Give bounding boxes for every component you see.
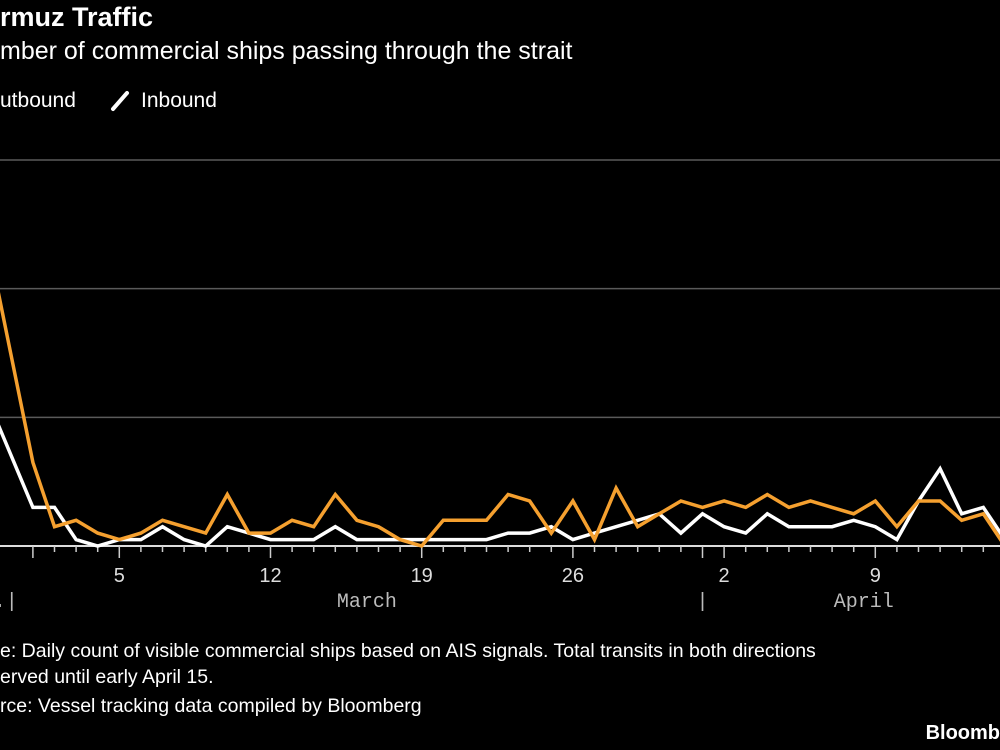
footnote-line-1: e: Daily count of visible commercial shi… xyxy=(0,640,816,662)
x-month-label: eb.| xyxy=(0,591,18,614)
line-chart: 5 12 19 26 2 9 eb.| March | April xyxy=(0,159,1000,614)
x-tick-label: 2 xyxy=(719,565,730,587)
x-tick-label: 12 xyxy=(259,565,281,587)
legend-line-icon xyxy=(111,91,129,111)
source-note: rce: Vessel tracking data compiled by Bl… xyxy=(0,695,422,717)
chart-title: rmuz Traffic xyxy=(0,2,154,32)
x-tick-label: 26 xyxy=(562,565,584,587)
chart-subtitle: mber of commercial ships passing through… xyxy=(0,37,573,65)
footnote-line-2: erved until early April 15. xyxy=(0,666,214,688)
series-line-utbound xyxy=(0,291,1000,549)
x-tick-label: 9 xyxy=(870,565,881,587)
x-tick-label: 5 xyxy=(114,565,125,587)
x-month-label: | xyxy=(696,591,708,614)
bloomberg-logo: Bloomb xyxy=(925,722,1000,744)
series-line-inbound xyxy=(0,424,1000,548)
legend-item-outbound: utbound xyxy=(0,89,76,112)
x-month-label: April xyxy=(834,591,894,614)
x-tick-label: 19 xyxy=(411,565,433,587)
legend-item-inbound: Inbound xyxy=(141,89,217,112)
x-month-label: March xyxy=(337,591,397,614)
